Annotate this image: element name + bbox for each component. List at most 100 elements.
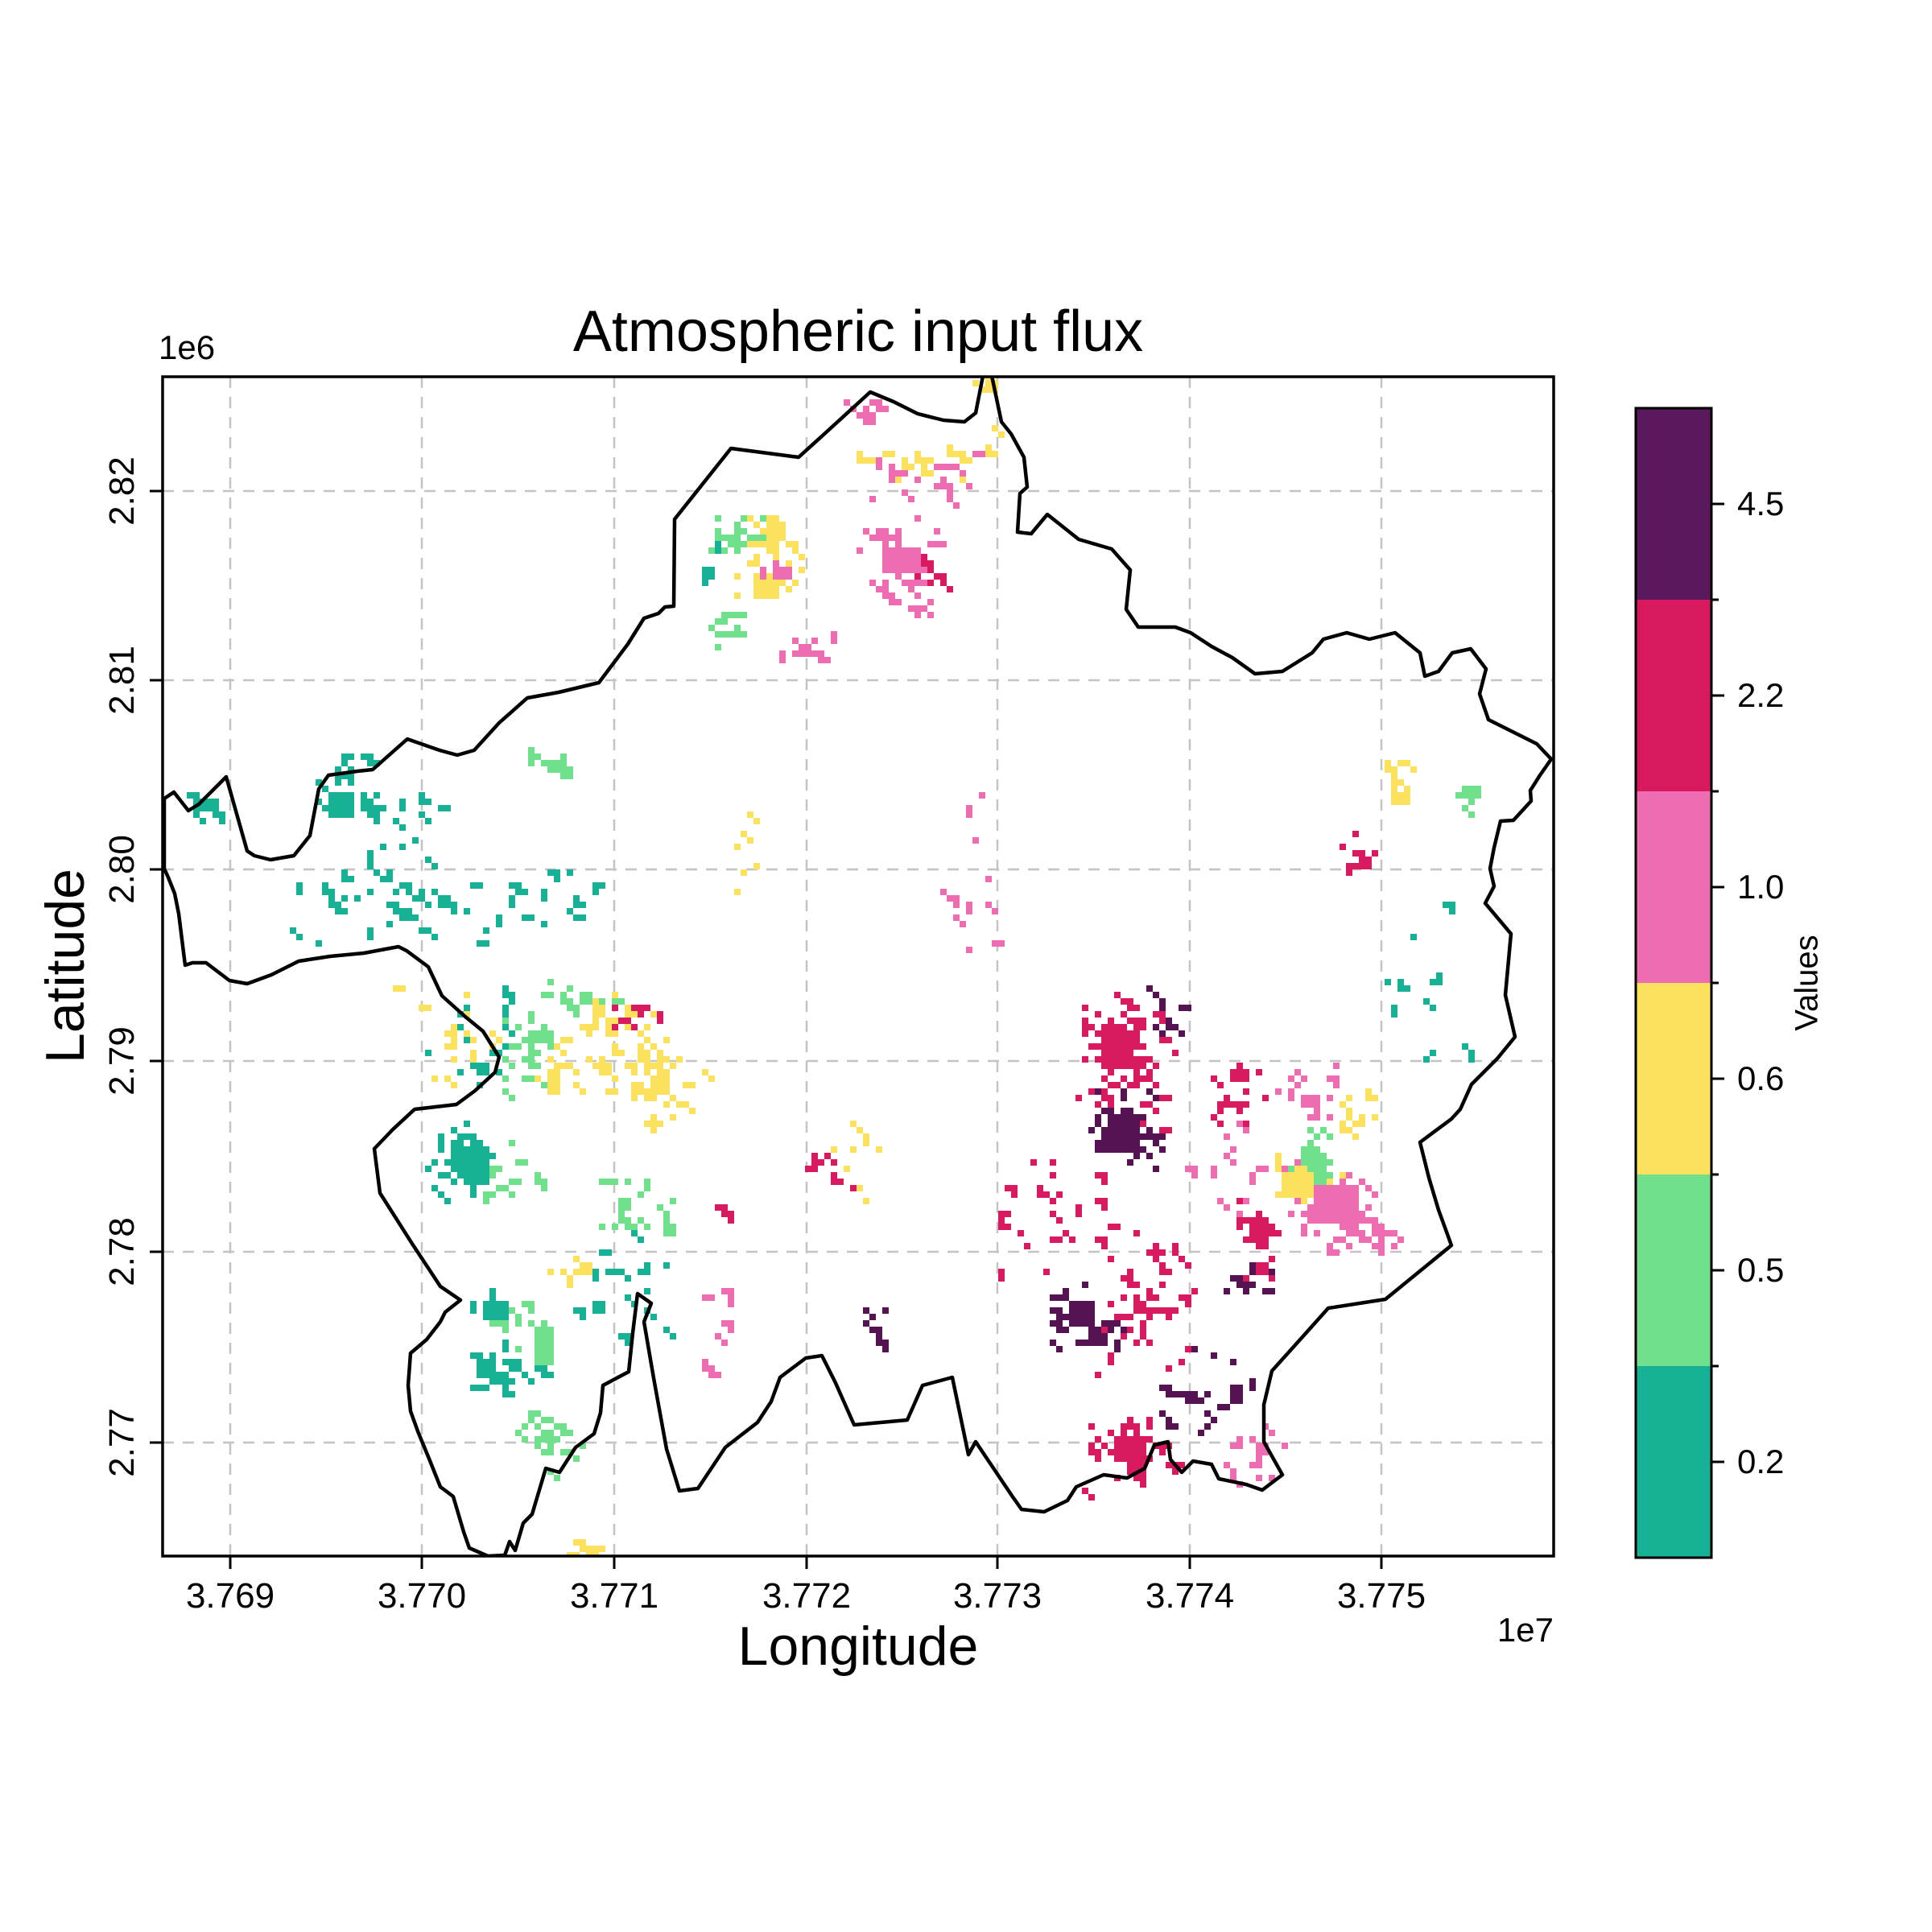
raster-cell <box>612 1050 618 1056</box>
raster-cell <box>1108 1352 1114 1365</box>
raster-cell <box>779 650 786 663</box>
raster-cell <box>567 1552 573 1556</box>
raster-cell <box>728 1327 734 1333</box>
raster-cell <box>554 760 560 766</box>
raster-cell <box>1172 1468 1179 1475</box>
raster-cell <box>857 1185 863 1191</box>
raster-cell <box>1114 1436 1146 1462</box>
raster-cell <box>1352 863 1365 869</box>
raster-cell <box>612 992 618 998</box>
raster-cell <box>1243 1075 1249 1082</box>
raster-cell <box>322 805 328 811</box>
raster-cell <box>644 1037 650 1043</box>
colorbar-tick-label-1.0: 1.0 <box>1737 868 1785 906</box>
raster-cell <box>1352 1133 1359 1140</box>
raster-cell <box>728 1301 734 1307</box>
raster-cell <box>1140 1333 1146 1340</box>
raster-cell <box>1378 1230 1385 1243</box>
raster-cell <box>1346 1243 1352 1249</box>
raster-cell <box>1333 1249 1340 1256</box>
raster-cell <box>1114 992 1121 998</box>
raster-cell <box>1359 1236 1365 1243</box>
raster-cell <box>1101 1320 1114 1327</box>
raster-cell <box>1243 1282 1256 1288</box>
raster-cell <box>966 902 972 908</box>
raster-cell <box>1063 1294 1069 1301</box>
raster-cell <box>1005 1224 1011 1230</box>
raster-cell <box>1133 1037 1140 1043</box>
raster-cell <box>535 1063 541 1069</box>
raster-cell <box>213 805 219 811</box>
raster-cell <box>502 992 509 998</box>
raster-cell <box>702 1069 708 1075</box>
raster-cell <box>670 1333 676 1340</box>
raster-cell <box>618 1269 625 1275</box>
raster-cell <box>431 1185 438 1191</box>
raster-cell <box>328 889 335 895</box>
raster-cell <box>1185 1166 1198 1172</box>
raster-cell <box>528 1043 535 1050</box>
raster-cell <box>206 799 213 805</box>
raster-cell <box>1127 1159 1133 1166</box>
raster-cell <box>1378 1249 1385 1256</box>
raster-cell <box>592 1269 599 1282</box>
raster-cell <box>1249 1378 1256 1385</box>
raster-cell <box>1133 1423 1140 1430</box>
raster-cell <box>721 547 728 554</box>
raster-cell <box>348 876 354 882</box>
raster-cell <box>573 1539 580 1546</box>
raster-cell <box>451 1024 457 1037</box>
raster-cell <box>1095 1088 1101 1095</box>
raster-cell <box>1224 1153 1230 1159</box>
raster-cell <box>592 998 599 1011</box>
raster-cell <box>451 1082 457 1088</box>
raster-cell <box>592 1011 605 1018</box>
raster-cell <box>869 1327 876 1333</box>
raster-cell <box>509 1191 515 1198</box>
raster-cell <box>1391 799 1404 805</box>
raster-cell <box>1030 1159 1037 1166</box>
raster-cell <box>715 1333 721 1340</box>
raster-cell <box>1127 1314 1133 1320</box>
raster-cell <box>753 522 760 528</box>
raster-cell <box>708 1075 715 1082</box>
plot-background <box>163 377 1554 1556</box>
raster-cell <box>1372 1191 1378 1198</box>
raster-cell <box>638 1011 644 1018</box>
raster-cell <box>341 773 348 779</box>
raster-cell <box>650 1095 657 1101</box>
raster-cell <box>1475 786 1481 792</box>
raster-cell <box>882 592 889 599</box>
raster-cell <box>599 1056 605 1069</box>
raster-cell <box>921 554 927 567</box>
raster-cell <box>992 451 998 457</box>
raster-cell <box>1095 1327 1101 1333</box>
raster-cell <box>1056 1307 1063 1314</box>
x-tick-label-3.769: 3.769 <box>185 1576 275 1616</box>
raster-cell <box>1327 1172 1333 1179</box>
raster-cell <box>567 985 573 992</box>
raster-cell <box>1095 1436 1101 1443</box>
raster-cell <box>1159 1030 1166 1037</box>
raster-cell <box>663 1069 670 1075</box>
raster-cell <box>1140 1307 1146 1314</box>
raster-cell <box>1468 792 1475 799</box>
raster-cell <box>1140 1475 1146 1481</box>
raster-cell <box>863 1307 869 1314</box>
raster-cell <box>470 1385 477 1391</box>
raster-cell <box>612 1024 618 1030</box>
raster-cell <box>1256 1211 1262 1217</box>
raster-cell <box>586 1269 592 1275</box>
raster-cell <box>1172 1243 1179 1256</box>
raster-cell <box>1443 902 1455 908</box>
raster-cell <box>1159 1018 1166 1024</box>
raster-cell <box>419 1005 431 1011</box>
raster-cell <box>509 882 522 889</box>
raster-cell <box>1101 1243 1108 1249</box>
raster-cell <box>1230 1075 1236 1082</box>
colorbar-tick-label-0.5: 0.5 <box>1737 1251 1785 1289</box>
raster-cell <box>799 567 805 573</box>
raster-cell <box>489 1378 496 1385</box>
raster-cell <box>522 1436 528 1443</box>
raster-cell <box>361 753 374 760</box>
